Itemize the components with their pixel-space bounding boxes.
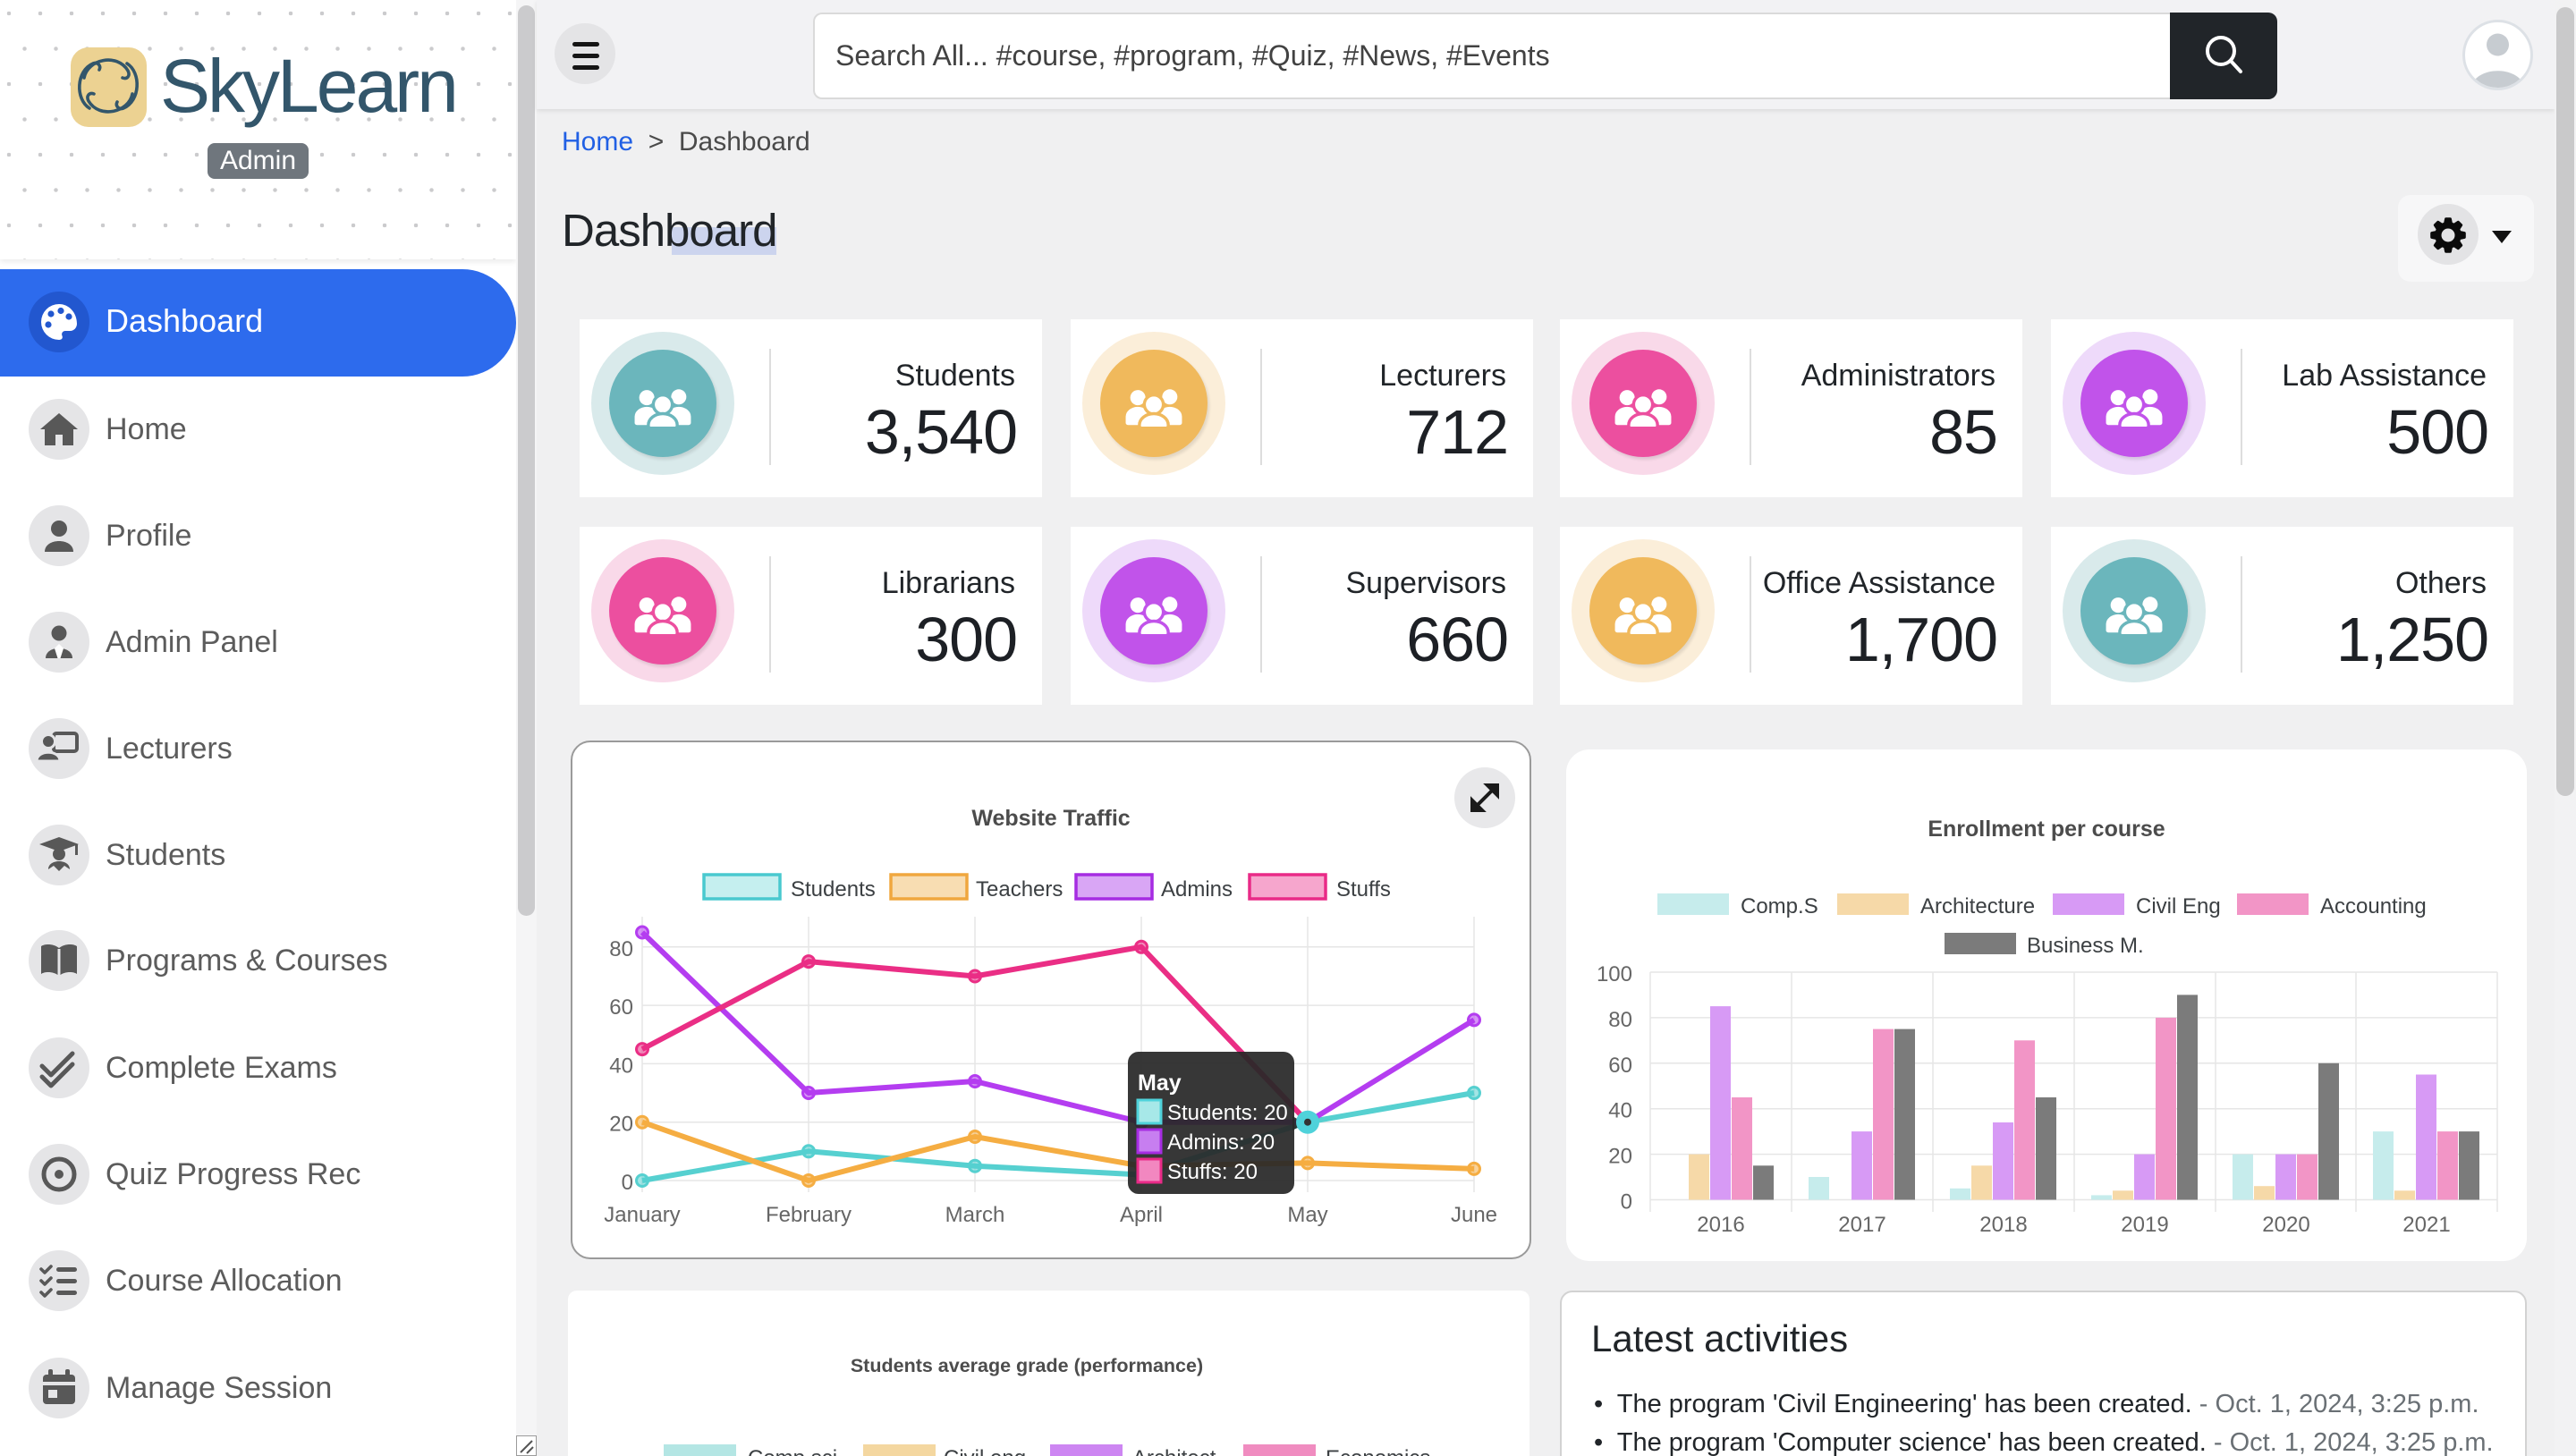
svg-text:April: April xyxy=(1120,1203,1163,1227)
svg-text:Civil eng.: Civil eng. xyxy=(944,1446,1032,1456)
svg-text:20: 20 xyxy=(609,1113,633,1137)
svg-text:January: January xyxy=(604,1203,680,1227)
svg-text:Architecture: Architecture xyxy=(1920,894,2035,918)
svg-text:20: 20 xyxy=(1608,1145,1632,1169)
svg-text:May: May xyxy=(1287,1203,1327,1227)
svg-text:Website Traffic: Website Traffic xyxy=(971,806,1130,831)
svg-text:40: 40 xyxy=(609,1054,633,1078)
svg-text:80: 80 xyxy=(1608,1008,1632,1032)
svg-text:Students: Students xyxy=(791,877,876,902)
svg-text:Students: 20: Students: 20 xyxy=(1167,1101,1288,1125)
svg-text:2020: 2020 xyxy=(2262,1213,2309,1237)
svg-text:Teachers: Teachers xyxy=(976,877,1063,902)
svg-text:40: 40 xyxy=(1608,1099,1632,1123)
svg-text:80: 80 xyxy=(609,937,633,961)
svg-text:Students average grade (perfor: Students average grade (performance) xyxy=(851,1355,1203,1376)
svg-text:0: 0 xyxy=(622,1171,633,1195)
svg-text:May: May xyxy=(1138,1071,1182,1096)
svg-text:Business M.: Business M. xyxy=(2027,934,2144,958)
svg-text:Comp.S: Comp.S xyxy=(1741,894,1818,918)
svg-text:March: March xyxy=(945,1203,1005,1227)
svg-text:Admins: 20: Admins: 20 xyxy=(1167,1130,1275,1155)
svg-text:Admins: Admins xyxy=(1161,877,1233,902)
svg-text:Stuffs: Stuffs xyxy=(1336,877,1391,902)
svg-text:0: 0 xyxy=(1621,1190,1632,1215)
svg-text:Economics: Economics xyxy=(1326,1446,1430,1456)
svg-text:60: 60 xyxy=(609,995,633,1020)
svg-text:2021: 2021 xyxy=(2402,1213,2450,1237)
svg-text:2018: 2018 xyxy=(1979,1213,2027,1237)
svg-text:2017: 2017 xyxy=(1838,1213,1885,1237)
svg-text:Enrollment per course: Enrollment per course xyxy=(1928,817,2165,842)
svg-text:February: February xyxy=(766,1203,852,1227)
svg-text:100: 100 xyxy=(1597,962,1632,986)
svg-text:Accounting: Accounting xyxy=(2320,894,2427,918)
svg-text:Architect.: Architect. xyxy=(1132,1446,1222,1456)
svg-text:Comp sci.: Comp sci. xyxy=(748,1446,843,1456)
svg-text:June: June xyxy=(1451,1203,1497,1227)
svg-text:2019: 2019 xyxy=(2121,1213,2168,1237)
svg-text:2016: 2016 xyxy=(1697,1213,1744,1237)
svg-text:Stuffs: 20: Stuffs: 20 xyxy=(1167,1160,1258,1184)
svg-text:Civil Eng: Civil Eng xyxy=(2136,894,2221,918)
svg-text:60: 60 xyxy=(1608,1054,1632,1078)
